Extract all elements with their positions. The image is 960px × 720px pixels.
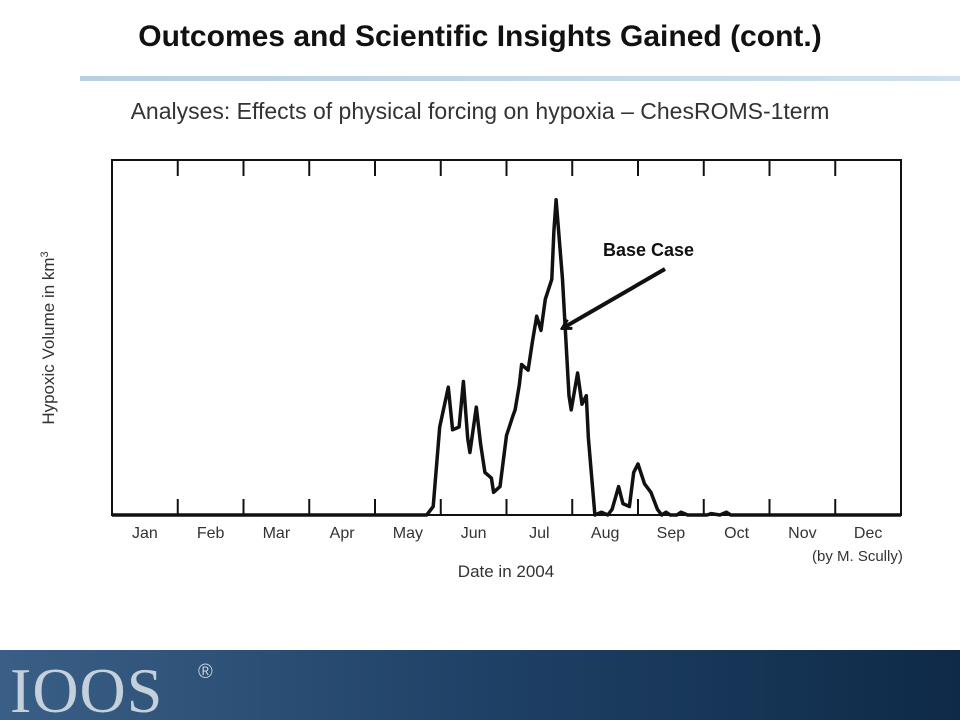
x-tick-labels: Jan Feb Mar Apr May Jun Jul Aug Sep Oct Nov Dec [132,525,882,542]
x-tick-label: Aug [591,525,619,542]
title-divider [80,76,960,81]
series-group [112,198,901,517]
x-tick-label: Feb [197,525,225,542]
x-tick-label: Jan [132,525,158,542]
x-tick-label: Nov [788,525,816,542]
series-line [112,198,901,517]
x-tick-label: Oct [724,525,749,542]
footer-bar: IOOS ® [0,650,960,720]
y-axis-title-sup: 3 [39,251,51,257]
annotation-arrow [563,267,667,328]
plot-frame [111,159,902,516]
x-tick-label: Jun [461,525,487,542]
y-axis-title: Hypoxic Volume in km3 [39,251,58,424]
x-tick-label: Sep [657,525,686,542]
credit-text: (by M. Scully) [812,548,903,565]
ioos-logo: IOOS ® [10,655,213,720]
y-axis-title-text: Hypoxic Volume in km [39,257,58,424]
tick-marks [176,160,837,515]
logo-wordmark: IOOS [10,655,163,720]
annotation-label: Base Case [603,240,694,260]
x-tick-label: Apr [330,525,356,542]
x-tick-label: May [393,525,423,542]
hypoxia-line-chart: Jan Feb Mar Apr May Jun Jul Aug Sep Oct Nov Dec Dat… [39,159,902,581]
x-axis-title: Date in 2004 [458,562,554,581]
x-tick-label: Jul [529,525,549,542]
x-tick-label: Mar [263,525,291,542]
slide-subtitle: Analyses: Effects of physical forcing on… [130,98,830,124]
x-tick-label: Dec [854,525,882,542]
registered-mark: ® [198,661,213,683]
slide-title: Outcomes and Scientific Insights Gained … [138,20,822,53]
